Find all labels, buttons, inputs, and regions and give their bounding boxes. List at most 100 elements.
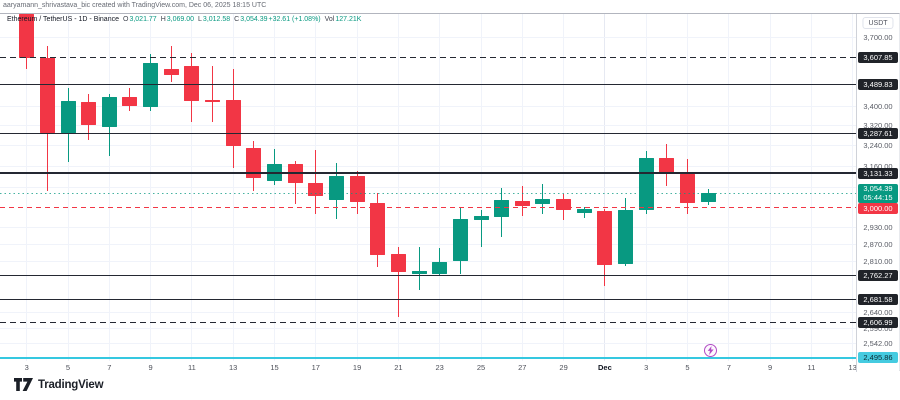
candlestick[interactable] (494, 200, 510, 218)
price-axis[interactable]: USDT 3,700.00 3,400.00 3,320.00 3,240.00 3,1… (856, 14, 899, 372)
close-label: C (234, 16, 240, 23)
candlestick[interactable] (184, 66, 200, 101)
low-label: L (198, 16, 202, 23)
candlestick[interactable] (225, 100, 241, 147)
price-tick-label: 3,240.00 (863, 141, 893, 151)
gridline-h (0, 327, 857, 329)
price-tick-label: 3,400.00 (863, 102, 893, 111)
symbol-name[interactable]: Ethereum / TetherUS (7, 16, 73, 23)
volume-value: 127.21K (335, 16, 362, 23)
attribution-text: aaryamann_shrivastava_bic created with T… (3, 2, 267, 9)
price-tick-label: 3,700.00 (863, 33, 893, 43)
gridline-h (0, 165, 857, 167)
candlestick[interactable] (308, 183, 324, 197)
candle-wick (418, 246, 420, 291)
time-axis-label: 21 (394, 363, 403, 372)
price-level-line (0, 56, 857, 59)
candlestick[interactable] (700, 193, 716, 203)
candlestick[interactable] (370, 202, 386, 255)
price-level-line (0, 321, 857, 324)
candlestick[interactable] (205, 100, 221, 103)
candlestick[interactable] (39, 57, 55, 134)
candlestick[interactable] (328, 175, 344, 201)
candle-wick (315, 149, 317, 215)
price-level-line (0, 357, 857, 360)
event-marker[interactable] (704, 344, 717, 357)
change-value: +32.61 (+1.08%) (268, 16, 321, 23)
candle-wick (583, 206, 585, 219)
candlestick[interactable] (535, 199, 551, 204)
time-axis-label: Dec (598, 363, 612, 372)
time-axis-label: 9 (768, 363, 773, 372)
current-price-line (0, 193, 857, 195)
price-level-badge: 2,606.99 (858, 316, 898, 328)
price-level-line (0, 274, 857, 277)
interval-exchange-label: - 1D - Binance (74, 16, 119, 23)
candlestick[interactable] (81, 101, 97, 125)
candle-wick (480, 209, 482, 247)
price-level-badge: 3,287.61 (858, 127, 898, 139)
candle-wick (397, 246, 399, 317)
price-level-badge: 2,681.58 (858, 293, 898, 305)
candlestick[interactable] (432, 261, 448, 274)
candlestick[interactable] (680, 174, 695, 203)
tradingview-mark-icon (14, 378, 33, 391)
time-axis-label: 29 (559, 363, 568, 372)
candlestick[interactable] (597, 211, 613, 265)
price-level-line (0, 207, 857, 209)
candlestick[interactable] (246, 148, 262, 178)
current-price-badge: 3,054.39 05:44:15 (858, 183, 898, 203)
symbol-legend: Ethereum / TetherUS - 1D - Binance O3,021.… (7, 16, 361, 23)
high-label: H (160, 16, 166, 23)
candlestick[interactable] (349, 175, 365, 203)
time-axis-label: 13 (848, 363, 857, 372)
plot-area[interactable] (0, 14, 857, 361)
candle-wick (212, 66, 214, 122)
candlestick[interactable] (514, 200, 530, 207)
time-axis-label: 5 (65, 363, 71, 372)
candlestick[interactable] (556, 199, 572, 211)
time-axis-label: 3 (644, 363, 649, 372)
time-axis-label: 17 (311, 363, 320, 372)
candlestick[interactable] (101, 96, 117, 127)
price-level-badge: 2,762.27 (858, 269, 898, 281)
time-axis-label: 3 (24, 363, 29, 372)
price-tick-label: 2,590.00 (863, 323, 893, 333)
open-value: 3,021.77 (129, 16, 157, 23)
candlestick[interactable] (576, 209, 592, 213)
current-price-countdown: 05:44:15 (863, 193, 893, 203)
price-tick-label: 3,160.00 (863, 161, 893, 171)
tradingview-logo[interactable]: TradingView (14, 378, 104, 391)
candlestick[interactable] (452, 218, 468, 262)
high-value: 3,069.00 (166, 16, 195, 23)
time-axis[interactable]: 3 5 7 9 11 13 15 17 19 21 23 25 27 29 Dec 3 5 7 9 11 13 (0, 361, 857, 372)
price-tick-label: 2,640.00 (863, 308, 893, 318)
price-level-badge: 3,131.33 (858, 167, 898, 179)
candle-wick (542, 183, 544, 215)
time-axis-label: 7 (107, 363, 112, 372)
time-axis-label: 13 (229, 363, 238, 372)
candlestick[interactable] (163, 68, 179, 76)
candlestick[interactable] (473, 216, 489, 220)
low-value: 3,012.58 (202, 16, 231, 23)
candlestick[interactable] (19, 14, 35, 58)
gridline-h (0, 261, 857, 263)
candlestick[interactable] (638, 158, 654, 211)
time-axis-label: 25 (476, 363, 486, 372)
candlestick[interactable] (659, 158, 675, 174)
time-axis-label: 23 (435, 363, 444, 372)
gridline-h (0, 244, 857, 246)
candlestick[interactable] (60, 100, 76, 134)
price-tick-label: 2,930.00 (863, 223, 893, 233)
gridline-h (0, 227, 857, 229)
gridline-h (0, 145, 857, 147)
price-level-line (0, 83, 857, 86)
price-level-line (0, 298, 857, 301)
candlestick[interactable] (411, 270, 427, 274)
candlestick[interactable] (390, 253, 406, 273)
volume-label: Vol (324, 16, 335, 23)
candlestick[interactable] (122, 97, 138, 106)
tradingview-logo-text: TradingView (38, 378, 104, 391)
gridline-h (0, 37, 857, 39)
candlestick[interactable] (618, 210, 634, 264)
